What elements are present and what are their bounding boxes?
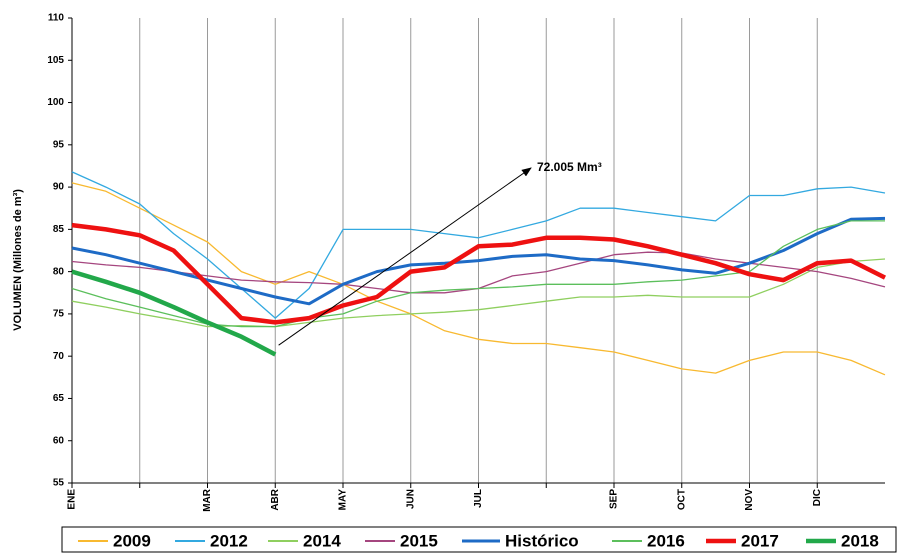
x-tick-label: ENE [67, 489, 78, 510]
legend-text: 2014 [303, 531, 341, 550]
annotation-arrow [278, 167, 532, 346]
series-line [71, 216, 886, 306]
x-tick-label: JUL [473, 489, 484, 508]
legend-text: Histórico [505, 531, 579, 550]
y-tick-label: 90 [53, 182, 65, 193]
x-tick-label: ABR [270, 488, 281, 510]
legend-text: 2017 [741, 531, 779, 550]
x-tick-label: MAY [338, 489, 349, 511]
y-tick-label: 80 [53, 266, 65, 277]
y-tick-label: 75 [53, 309, 65, 320]
series-line [71, 269, 277, 357]
x-tick-label: NOV [744, 489, 755, 511]
y-tick-label: 70 [53, 351, 65, 362]
x-tick-label: DIC [812, 489, 823, 506]
legend-text: 2009 [113, 531, 151, 550]
y-tick-label: 105 [47, 55, 64, 66]
x-tick-label: JUN [405, 489, 416, 509]
legend-box [61, 526, 897, 553]
y-tick-label: 65 [53, 393, 65, 404]
legend-text: 2016 [647, 531, 685, 550]
legend-text: 2015 [400, 531, 438, 550]
y-tick-label: 55 [53, 478, 65, 489]
series-line [71, 222, 887, 325]
x-tick-label: MAR [202, 488, 213, 512]
y-tick-label: 100 [47, 97, 64, 108]
y-tick-label: 95 [53, 139, 65, 150]
legend-text: 2018 [841, 531, 879, 550]
x-tick-label: OCT [676, 489, 687, 510]
legend-text: 2012 [210, 531, 248, 550]
y-axis-label: VOLUMEN (Millones de m³) [12, 189, 24, 331]
x-tick-label: SEP [609, 489, 620, 509]
series-line [71, 258, 886, 328]
y-tick-label: 85 [53, 224, 65, 235]
y-tick-label: 60 [53, 435, 65, 446]
series-line [71, 171, 886, 319]
annotation: 72.005 Mm³ [537, 160, 602, 174]
y-tick-label: 110 [48, 13, 65, 24]
series-line [71, 182, 886, 376]
